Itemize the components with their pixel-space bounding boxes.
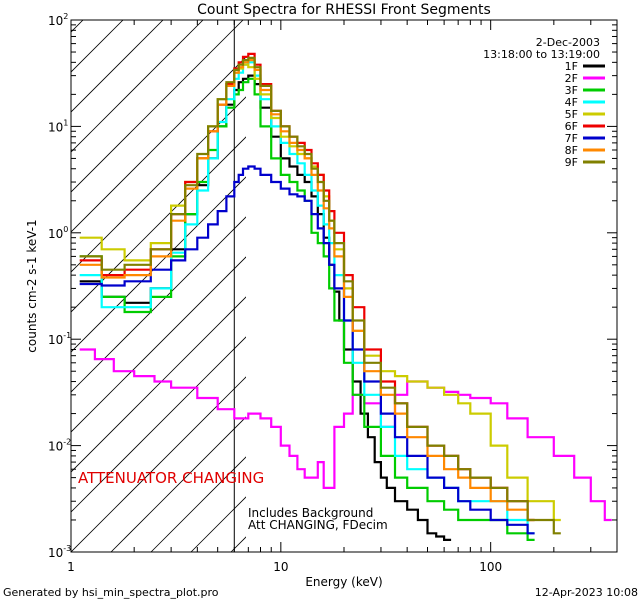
legend-label: 2F	[565, 72, 578, 85]
legend-label: 4F	[565, 96, 578, 109]
hatch-line	[71, 256, 246, 433]
series-3F	[79, 77, 535, 541]
hatch-line	[71, 136, 246, 313]
hatch-line	[71, 20, 204, 153]
series-6F	[79, 52, 535, 522]
legend-label: 6F	[565, 120, 578, 133]
x-tick-label: 10	[273, 560, 288, 574]
chart-title: Count Spectra for RHESSI Front Segments	[197, 2, 491, 18]
x-tick-label: 100	[479, 560, 502, 574]
x-tick-label: 1	[67, 560, 75, 574]
legend-label: 8F	[565, 144, 578, 157]
hatch-line	[71, 216, 246, 393]
series-4F	[79, 61, 535, 535]
hatch-line	[71, 20, 164, 113]
hatch-line	[71, 336, 246, 513]
y-axis-label: counts cm-2 s-1 keV-1	[25, 219, 39, 352]
hatch-line	[71, 376, 246, 552]
hatch-line	[150, 456, 246, 552]
y-tick-label: 10-2	[48, 438, 71, 454]
legend-date: 2-Dec-2003	[536, 36, 600, 49]
y-tick-label: 102	[48, 12, 68, 28]
attenuator-label: ATTENUATOR CHANGING	[78, 469, 264, 487]
y-tick-label: 10-3	[48, 544, 71, 560]
y-tick-labels: 102 101 100 10-1 10-2 10-3	[48, 12, 71, 560]
legend-label: 9F	[565, 156, 578, 169]
legend-label: 1F	[565, 60, 578, 73]
footer-generated-by: Generated by hsi_min_spectra_plot.pro	[3, 586, 219, 599]
hatch-line	[230, 536, 246, 552]
hatch-line	[71, 296, 246, 473]
series-group	[79, 52, 612, 541]
legend-label: 5F	[565, 108, 578, 121]
y-tick-label: 10-1	[48, 331, 71, 347]
series-7F	[79, 165, 535, 535]
x-axis-label: Energy (keV)	[305, 575, 382, 589]
hatch-line	[71, 20, 244, 193]
y-tick-label: 100	[48, 225, 68, 241]
legend-time-range: 13:18:00 to 13:19:00	[483, 48, 600, 61]
series-2F	[79, 348, 612, 522]
hatch-line	[110, 416, 246, 552]
attenuator-note: Att CHANGING, FDecim	[248, 518, 388, 532]
axis-ticks	[70, 19, 618, 553]
hatch-line	[71, 56, 246, 233]
x-tick-labels: 1 10 100	[67, 560, 502, 574]
footer-timestamp: 12-Apr-2023 10:08	[535, 586, 638, 599]
background-note: Includes Background	[248, 506, 373, 520]
legend-label: 7F	[565, 132, 578, 145]
legend-label: 3F	[565, 84, 578, 97]
y-tick-label: 101	[48, 118, 68, 134]
series-8F	[79, 59, 535, 522]
series-9F	[79, 56, 561, 535]
